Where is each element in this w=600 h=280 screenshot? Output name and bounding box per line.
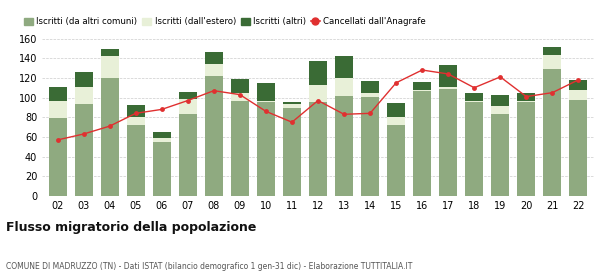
Bar	[49, 101, 67, 118]
Bar	[517, 101, 535, 102]
Bar	[335, 95, 353, 196]
Bar	[283, 104, 301, 108]
Bar	[205, 52, 223, 64]
Legend: Iscritti (da altri comuni), Iscritti (dall'estero), Iscritti (altri), Cancellati: Iscritti (da altri comuni), Iscritti (da…	[24, 17, 426, 26]
Bar	[74, 104, 93, 196]
Bar	[465, 101, 484, 102]
Bar	[101, 56, 119, 78]
Text: Flusso migratorio della popolazione: Flusso migratorio della popolazione	[6, 221, 256, 234]
Bar	[517, 93, 535, 101]
Bar	[413, 91, 431, 196]
Bar	[491, 114, 509, 196]
Bar	[231, 79, 249, 93]
Bar	[387, 104, 405, 117]
Bar	[491, 106, 509, 114]
Bar	[543, 69, 562, 196]
Bar	[387, 125, 405, 196]
Bar	[179, 114, 197, 196]
Bar	[309, 102, 327, 196]
Bar	[127, 125, 145, 196]
Bar	[439, 87, 457, 89]
Text: COMUNE DI MADRUZZO (TN) - Dati ISTAT (bilancio demografico 1 gen-31 dic) - Elabo: COMUNE DI MADRUZZO (TN) - Dati ISTAT (bi…	[6, 262, 412, 271]
Bar	[309, 85, 327, 102]
Bar	[465, 102, 484, 196]
Bar	[205, 64, 223, 76]
Bar	[152, 138, 171, 142]
Bar	[569, 100, 587, 196]
Bar	[74, 72, 93, 87]
Bar	[257, 101, 275, 102]
Bar	[361, 93, 379, 97]
Bar	[49, 87, 67, 101]
Bar	[152, 132, 171, 138]
Bar	[491, 95, 509, 106]
Bar	[309, 61, 327, 85]
Bar	[361, 81, 379, 93]
Bar	[413, 90, 431, 91]
Bar	[152, 142, 171, 196]
Bar	[179, 99, 197, 114]
Bar	[283, 102, 301, 104]
Bar	[543, 55, 562, 69]
Bar	[101, 49, 119, 56]
Bar	[283, 108, 301, 196]
Bar	[335, 78, 353, 95]
Bar	[205, 76, 223, 196]
Bar	[569, 80, 587, 90]
Bar	[179, 92, 197, 99]
Bar	[101, 78, 119, 196]
Bar	[257, 83, 275, 101]
Bar	[439, 65, 457, 87]
Bar	[517, 102, 535, 196]
Bar	[465, 93, 484, 101]
Bar	[257, 102, 275, 196]
Bar	[74, 87, 93, 104]
Bar	[543, 47, 562, 55]
Bar	[387, 117, 405, 125]
Bar	[231, 101, 249, 196]
Bar	[413, 82, 431, 90]
Bar	[569, 90, 587, 100]
Bar	[361, 97, 379, 196]
Bar	[335, 56, 353, 78]
Bar	[127, 106, 145, 117]
Bar	[127, 117, 145, 125]
Bar	[49, 118, 67, 196]
Bar	[439, 89, 457, 196]
Bar	[231, 93, 249, 101]
